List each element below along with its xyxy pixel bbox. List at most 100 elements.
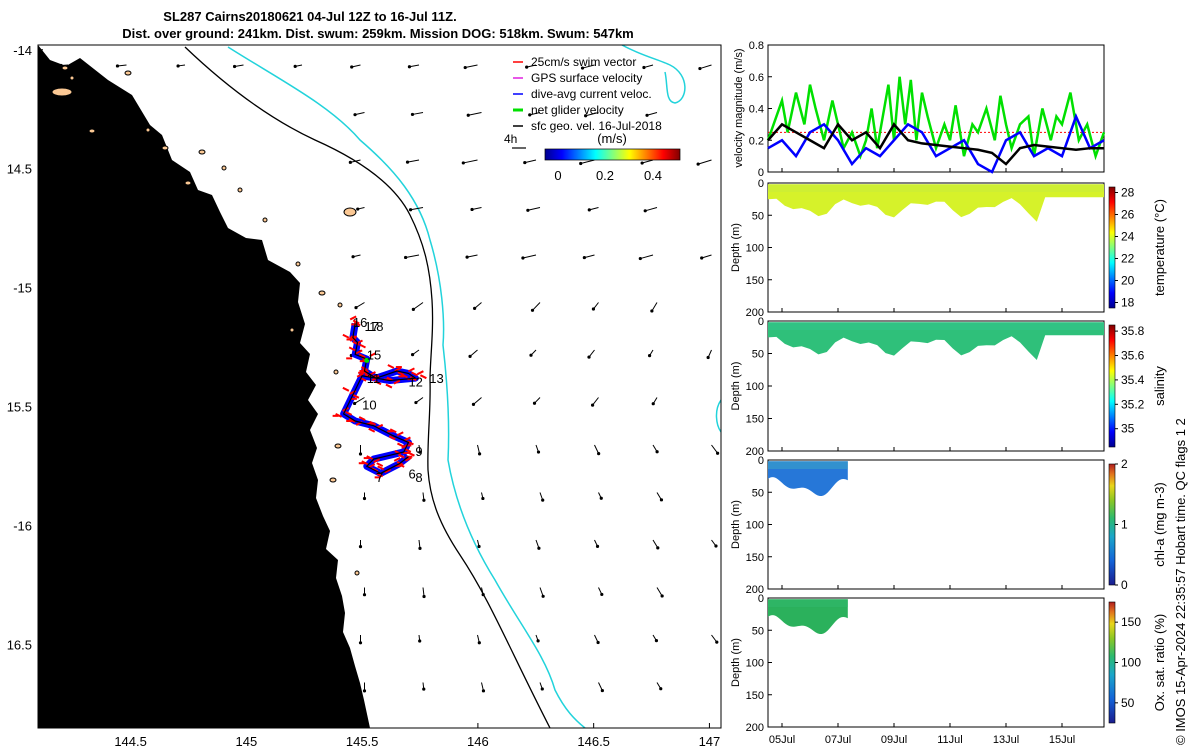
swim-vector xyxy=(345,410,353,416)
swim-vector xyxy=(394,367,402,372)
geo-velocity-arrow xyxy=(522,254,537,259)
swim-vector xyxy=(366,455,374,460)
geo-velocity-arrow-head xyxy=(526,208,530,212)
geo-velocity-arrow-head xyxy=(536,639,540,643)
geo-velocity-arrow xyxy=(699,64,712,70)
velocity-axes-frame xyxy=(767,44,1105,173)
salinity-y-tick-label: 200 xyxy=(746,446,764,458)
island xyxy=(237,187,243,193)
swim-vector xyxy=(396,431,404,437)
geo-velocity-arrow xyxy=(640,254,654,260)
geo-velocity-arrow-head xyxy=(293,64,297,68)
geo-velocity-arrow-head xyxy=(481,689,486,693)
map-y-tick-label: 16.5 xyxy=(7,638,32,653)
temperature-data-fill xyxy=(768,184,1104,222)
map-y-tick-label: 14.5 xyxy=(7,162,32,177)
velocity-series-sfc-geo-vel xyxy=(767,122,1104,166)
salinity-y-tick-label: 100 xyxy=(746,381,764,393)
oxygen-y-label: Depth (m) xyxy=(730,638,742,687)
geo-velocity-arrow-head xyxy=(645,113,649,117)
geo-velocity-arrow-head xyxy=(410,352,415,357)
chlorophyll-surface-layer xyxy=(768,461,848,470)
geo-velocity-arrow-head xyxy=(358,545,363,549)
map-x-tick-label: 147 xyxy=(699,734,721,749)
day-label: 13 xyxy=(429,371,443,386)
geo-velocity-arrow-head xyxy=(698,66,702,71)
geo-velocity-arrow-head xyxy=(590,403,595,407)
salinity-data-fill xyxy=(768,322,1104,360)
map-x-tick-label: 145 xyxy=(236,734,258,749)
chlorophyll-colorbar-tick-label: 1 xyxy=(1121,518,1128,532)
day-label: 12 xyxy=(408,375,422,390)
day-label: 8 xyxy=(415,470,422,485)
swim-vector xyxy=(388,435,396,441)
swim-vector xyxy=(352,340,360,346)
geo-velocity-arrow-head xyxy=(362,593,367,597)
temperature-colorbar-tick-label: 28 xyxy=(1121,186,1135,200)
geo-velocity-arrow-head xyxy=(656,546,660,550)
day-label: 15 xyxy=(367,347,381,362)
geo-velocity-arrow-head xyxy=(706,355,710,360)
island xyxy=(161,145,169,151)
geo-velocity-arrow-head xyxy=(591,307,596,311)
chlorophyll-colorbar-tick-label: 2 xyxy=(1121,457,1128,471)
geo-velocity-arrow xyxy=(645,207,658,212)
swim-vector xyxy=(404,456,412,462)
geo-velocity-arrow-head xyxy=(481,496,485,501)
geo-velocity-arrow-head xyxy=(362,496,367,501)
geo-velocity-arrow-head xyxy=(660,594,664,598)
geo-velocity-arrow-head xyxy=(405,160,410,164)
swim-vector xyxy=(410,371,418,377)
swim-vector xyxy=(342,386,350,392)
geo-velocity-arrow-head xyxy=(659,687,663,691)
temperature-panel: 0 50 100 150 200 Depth (m) 18 20 22 24 26 28 tempera… xyxy=(730,178,1167,319)
islands xyxy=(51,65,360,576)
geo-velocity-arrow-head xyxy=(600,688,604,693)
geo-velocity-arrow xyxy=(407,159,420,163)
day-label: 11 xyxy=(367,371,381,386)
geo-velocity-arrow-head xyxy=(410,112,415,117)
geo-velocity-arrow-head xyxy=(716,451,720,455)
velocity-series-net-glider-velocity xyxy=(766,76,1106,161)
geo-velocity-arrow-head xyxy=(587,355,591,359)
map-x-tick-label: 145.5 xyxy=(346,734,379,749)
geo-velocity-arrow-head xyxy=(650,309,654,313)
geo-velocity-arrow-head xyxy=(638,256,642,261)
header-line-2: Dist. over ground: 241km. Dist. swum: 25… xyxy=(122,26,634,41)
geo-velocity-arrow-head xyxy=(597,452,601,456)
geo-velocity-arrow-head xyxy=(582,255,586,260)
velocity-magnitude-panel: 0 0.2 0.4 0.6 0.8 velocity magnitude (m/s) xyxy=(733,40,1106,179)
geo-velocity-arrow-head xyxy=(414,400,418,405)
map-x-tick-label: 144.5 xyxy=(114,734,147,749)
map-x-tick-label: 146 xyxy=(467,734,489,749)
day-label: 16 xyxy=(353,315,367,330)
swim-vector xyxy=(396,442,404,448)
geo-velocity-arrow xyxy=(641,159,654,164)
map-axis-ticks: 144.5 145 145.5 146 146.5 147 -14 14.5 -15 15.5 -1… xyxy=(7,43,721,749)
swim-vector xyxy=(358,416,366,421)
map-y-tick-label: -14 xyxy=(13,43,32,58)
date-tick-label: 05Jul xyxy=(769,734,795,746)
island xyxy=(88,128,96,134)
geo-velocity-arrow-head xyxy=(422,498,426,502)
swim-vector xyxy=(352,319,360,325)
swim-vector xyxy=(400,373,408,379)
temperature-colorbar-tick-label: 26 xyxy=(1121,208,1135,222)
geo-velocity-arrow xyxy=(354,112,365,116)
glider-track xyxy=(332,315,427,479)
geo-velocity-arrow xyxy=(527,207,541,211)
day-label: 6 xyxy=(408,466,415,481)
salinity-colorbar-tick-label: 35.8 xyxy=(1121,324,1145,338)
island xyxy=(61,65,69,71)
geo-velocity-arrow-head xyxy=(353,401,357,406)
geo-velocity-arrow-head xyxy=(647,354,652,358)
island xyxy=(343,207,357,217)
geo-velocity-arrow-head xyxy=(659,498,664,502)
map-legend: 25cm/s swim vector GPS surface velocity … xyxy=(504,55,681,183)
day-label: 18 xyxy=(369,319,383,334)
oxygen-y-tick-label: 0 xyxy=(758,593,764,605)
geo-velocity-arrow-head xyxy=(176,64,180,68)
geo-velocity-arrow xyxy=(469,349,478,357)
chlorophyll-y-tick-label: 100 xyxy=(746,520,764,532)
